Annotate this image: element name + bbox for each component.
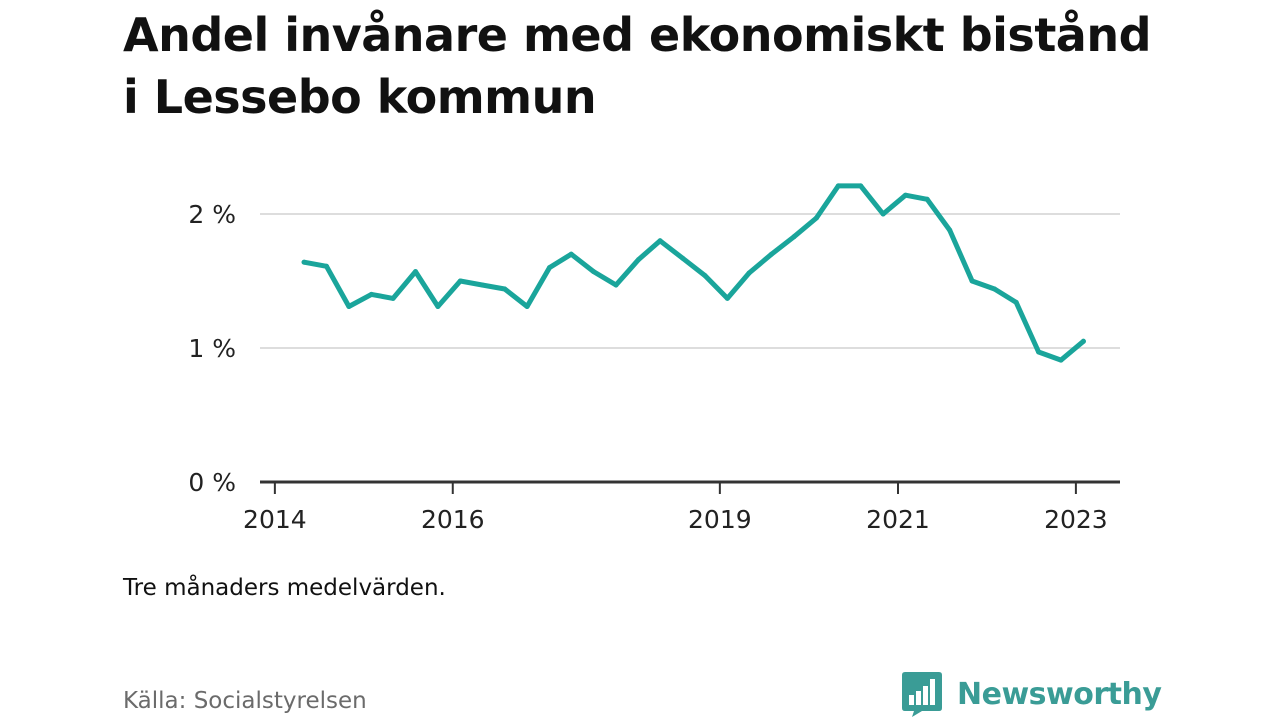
data-point	[880, 211, 886, 217]
data-point	[969, 278, 975, 284]
series-line-0	[301, 183, 1086, 363]
x-tick-label: 2014	[243, 505, 307, 534]
data-point	[791, 234, 797, 240]
x-axis	[260, 480, 1120, 494]
data-point	[301, 259, 307, 265]
data-point	[769, 251, 774, 257]
chart-title: Andel invånare med ekonomiskt bistånd i …	[123, 8, 1152, 124]
data-point	[547, 265, 552, 271]
data-point	[924, 196, 930, 202]
data-point	[636, 257, 641, 263]
x-tick-label: 2023	[1044, 505, 1108, 534]
data-point	[524, 304, 530, 309]
data-point	[903, 192, 908, 198]
chart-note: Tre månaders medelvärden.	[123, 575, 446, 601]
x-tick-label: 2019	[688, 505, 752, 534]
x-tick-label: 2016	[421, 505, 485, 534]
series-layer	[301, 183, 1086, 363]
data-point	[992, 286, 997, 292]
data-point	[591, 269, 597, 275]
data-point	[390, 295, 396, 301]
gridlines	[260, 213, 1120, 349]
data-point	[657, 238, 663, 244]
data-point	[947, 227, 953, 233]
source-text: Källa: Socialstyrelsen	[123, 688, 367, 714]
data-point	[368, 291, 374, 297]
y-tick-label: 2 %	[188, 200, 236, 229]
data-point	[1036, 349, 1042, 355]
data-point	[1058, 357, 1064, 363]
y-tick-label: 1 %	[188, 334, 236, 363]
data-point	[435, 304, 441, 309]
data-point	[835, 183, 841, 189]
data-point	[724, 295, 730, 301]
x-tick-labels: 2014 2016 2019 2021 2023	[243, 505, 1108, 534]
y-tick-label: 0 %	[188, 468, 236, 497]
data-point	[568, 251, 574, 257]
data-point	[746, 270, 752, 276]
data-point	[702, 273, 708, 279]
x-tick-label: 2021	[866, 505, 930, 534]
newsworthy-bar-chart-logo-icon	[902, 672, 942, 717]
data-point	[457, 278, 463, 284]
data-point	[613, 282, 619, 288]
data-point	[1013, 299, 1019, 305]
data-point	[324, 263, 329, 269]
data-point	[858, 183, 864, 189]
data-point	[479, 282, 485, 288]
data-point	[413, 269, 418, 275]
data-point	[502, 286, 508, 292]
data-point	[346, 304, 352, 309]
data-point	[813, 215, 819, 221]
y-tick-labels: 0 % 1 % 2 %	[188, 200, 236, 497]
brand-name: Newsworthy	[957, 676, 1162, 712]
brand-logo: Newsworthy	[901, 670, 1162, 718]
data-point	[680, 255, 686, 261]
data-point	[1080, 338, 1086, 344]
